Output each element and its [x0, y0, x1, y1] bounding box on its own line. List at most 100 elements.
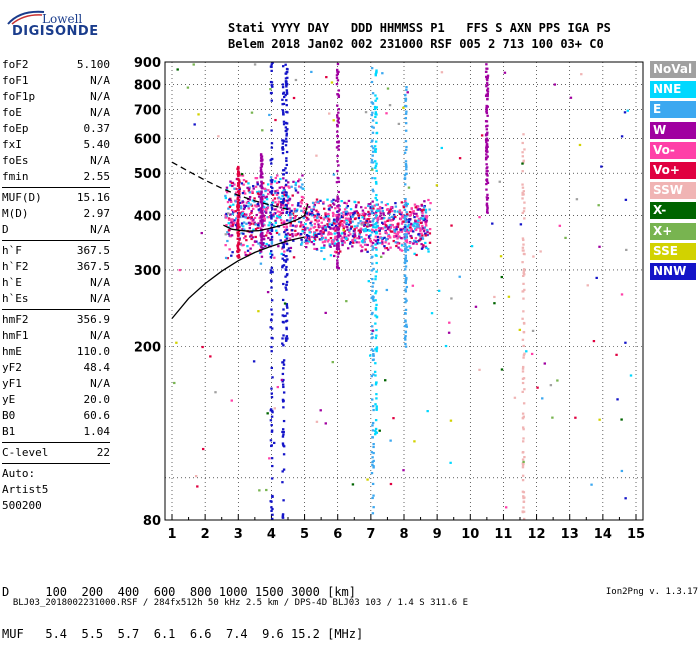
echo-point [236, 245, 240, 248]
echo-point [404, 247, 407, 250]
echo-point [410, 236, 413, 239]
echo-point [325, 215, 328, 218]
echo-point [321, 227, 325, 230]
echo-point [201, 345, 204, 349]
echo-point [257, 208, 260, 211]
echo-point [335, 238, 339, 241]
echo-point [315, 235, 319, 239]
echo-point [311, 201, 315, 205]
echo-point [241, 225, 245, 228]
echo-point [484, 158, 488, 161]
echo-point [385, 246, 389, 250]
echo-point [237, 167, 240, 170]
echo-point [275, 181, 279, 185]
echo-point [229, 213, 232, 216]
echo-point [251, 220, 254, 223]
echo-point [284, 337, 288, 340]
echo-point [239, 205, 243, 208]
echo-point [353, 229, 356, 232]
echo-point [263, 219, 266, 222]
echo-point [353, 239, 357, 242]
echo-point [334, 224, 338, 227]
echo-point [351, 245, 354, 248]
legend-item-noval: NoVal [650, 61, 696, 78]
y-tick-label: 700 [134, 104, 161, 119]
echo-point [355, 204, 358, 207]
param-separator [2, 463, 110, 464]
echo-point [412, 239, 416, 242]
echo-point [521, 141, 524, 145]
echo-point [410, 212, 413, 215]
echo-point [404, 257, 407, 260]
echo-point [253, 63, 257, 66]
echo-point [405, 230, 408, 233]
echo-point [247, 202, 250, 205]
param-row: B0 60.6 [2, 408, 110, 424]
echo-point [522, 506, 525, 509]
echo-point [374, 299, 377, 302]
legend-item-x-: X+ [650, 222, 696, 240]
echo-point [293, 207, 296, 211]
echo-point [521, 237, 525, 240]
echo-point [335, 213, 338, 217]
echo-point [335, 76, 339, 80]
echo-point [268, 457, 271, 460]
parameter-panel: foF2 5.100 foF1 N/A foF1p N/A foE N/A foEp 0.37 fx… [2, 57, 110, 514]
echo-point [336, 130, 339, 133]
echo-point [233, 187, 236, 190]
echo-point [281, 430, 284, 434]
echo-point [250, 111, 254, 114]
echo-point [337, 209, 340, 213]
echo-point [324, 229, 328, 232]
echo-point [396, 232, 400, 236]
echo-point [414, 220, 417, 223]
echo-point [424, 245, 427, 248]
echo-point [253, 216, 257, 220]
echo-point [374, 292, 377, 295]
echo-point [336, 200, 340, 203]
echo-point [382, 252, 385, 255]
echo-point [240, 213, 243, 216]
param-name: yF2 [2, 361, 22, 374]
param-name: yE [2, 393, 16, 406]
echo-point [337, 164, 340, 167]
echo-point [336, 239, 339, 242]
echo-point [288, 186, 291, 189]
echo-point [261, 198, 264, 201]
echo-point [410, 228, 414, 231]
echo-point [380, 201, 384, 204]
echo-point [386, 227, 390, 231]
echo-point [373, 238, 376, 242]
echo-point [279, 177, 282, 181]
echo-point [337, 252, 340, 255]
echo-point [378, 215, 382, 218]
echo-point [237, 165, 240, 169]
echo-point [366, 223, 370, 226]
echo-point [375, 211, 378, 214]
echo-point [253, 240, 257, 243]
echo-point [437, 289, 441, 292]
echo-point [523, 352, 526, 355]
echo-point [541, 397, 544, 400]
echo-point [279, 206, 283, 209]
echo-point [543, 362, 546, 365]
echo-point [291, 232, 294, 236]
param-name: foF2 [2, 58, 29, 71]
echo-point [340, 238, 343, 241]
echo-point [237, 174, 240, 178]
echo-point [299, 225, 302, 228]
echo-point [278, 186, 281, 189]
echo-point [281, 151, 285, 155]
echo-point [373, 149, 377, 152]
echo-point [322, 225, 325, 228]
echo-point [329, 204, 332, 207]
x-tick-label: 9 [433, 527, 442, 542]
echo-point [319, 230, 322, 233]
echo-point [312, 208, 315, 211]
echo-point [428, 241, 432, 244]
echo-point [389, 246, 392, 249]
echo-point [299, 223, 303, 226]
echo-point [412, 230, 415, 233]
echo-point [421, 211, 424, 214]
echo-point [386, 219, 389, 223]
